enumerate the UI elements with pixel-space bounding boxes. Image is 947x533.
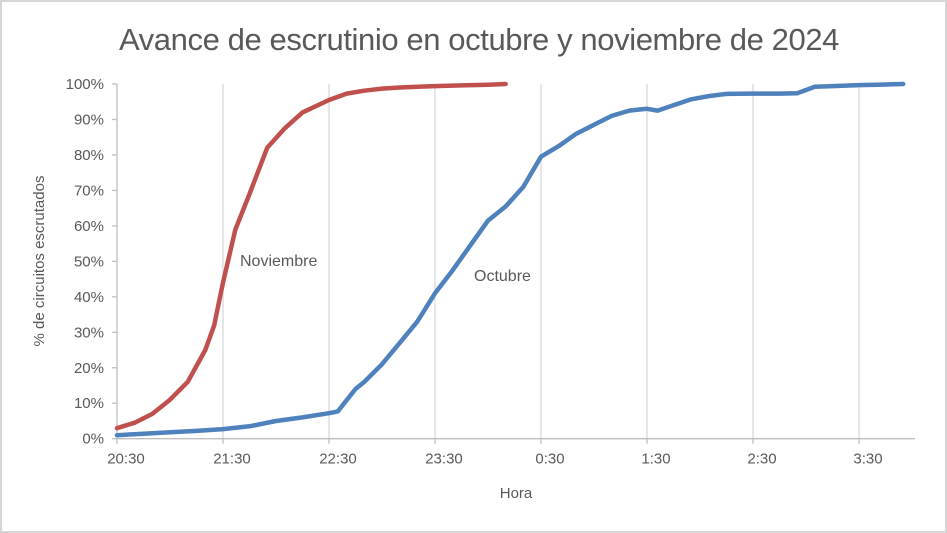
x-axis-title: Hora [500,485,533,502]
ticks-layer [112,83,860,444]
x-tick-label: 0:30 [535,451,564,468]
y-tick-label: 80% [74,147,104,164]
y-tick-label: 60% [74,218,104,235]
x-tick-label: 22:30 [319,451,357,468]
y-tick-label: 100% [66,76,104,93]
x-tick-label: 21:30 [213,451,251,468]
y-tick-label: 10% [74,395,104,412]
chart-title: Avance de escrutinio en octubre y noviem… [119,22,839,57]
x-tick-label: 1:30 [641,451,670,468]
y-tick-label: 0% [82,431,104,448]
y-tick-label: 40% [74,289,104,306]
x-tick-label: 20:30 [107,451,145,468]
x-tick-label: 23:30 [425,451,463,468]
y-tick-label: 20% [74,360,104,377]
x-tick-label: 3:30 [853,451,882,468]
series-layer [114,81,906,438]
axes-layer [116,84,915,440]
y-axis-title: % de circuitos escrutados [31,176,48,347]
series-label-octubre: Octubre [474,268,531,285]
x-tick-label: 2:30 [747,451,776,468]
tick-labels-layer: 20:30 21:30 22:30 23:30 0:30 1:30 2:30 3:30 0% 10… [66,76,883,468]
y-tick-label: 30% [74,324,104,341]
y-tick-label: 70% [74,182,104,199]
gridlines-layer [222,84,860,439]
series-label-noviembre: Noviembre [240,253,317,270]
y-tick-label: 90% [74,111,104,128]
series-line-noviembre [114,81,508,431]
series-line-octubre [114,81,906,438]
y-tick-label: 50% [74,253,104,270]
